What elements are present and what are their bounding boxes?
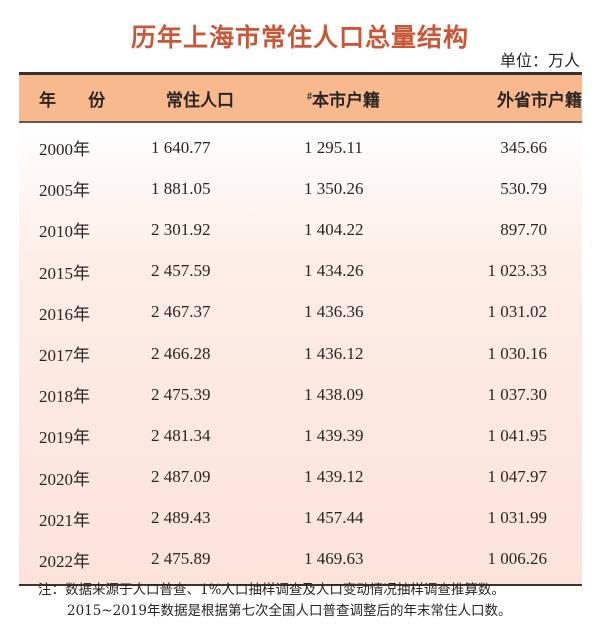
table-row: 2005年 1 881.05 1 350.26 530.79 [19,168,582,209]
cell-year: 2022年 [39,551,90,571]
cell-local: 1 436.36 [304,302,364,322]
table-row: 2000年 1 640.77 1 295.11 345.66 [19,127,582,168]
header-local: #本市户籍 [269,86,425,111]
cell-year: 2005年 [39,181,90,201]
header-nonlocal: 外省市户籍 [497,90,582,110]
table-body: 2000年 1 640.77 1 295.11 345.66 2005年 1 8… [19,123,582,585]
table-row: 2017年 2 466.28 1 436.12 1 030.16 [19,333,582,374]
cell-local: 1 439.39 [304,425,364,445]
cell-year: 2019年 [39,428,90,448]
cell-nonlocal: 1 023.33 [487,261,548,281]
table-row: 2020年 2 487.09 1 439.12 1 047.97 [19,457,582,498]
footnote-line-2: 2015~2019年数据是根据第七次全国人口普查调整后的年末常住人口数。 [67,603,512,619]
table-row: 2016年 2 467.37 1 436.36 1 031.02 [19,292,582,333]
cell-resident: 2 467.37 [151,302,211,322]
cell-nonlocal: 345.66 [500,137,547,157]
cell-nonlocal: 897.70 [500,219,547,239]
cell-local: 1 457.44 [304,508,364,528]
header-resident: 常住人口 [166,90,234,110]
cell-resident: 2 475.39 [151,384,211,404]
cell-year: 2020年 [39,469,90,489]
cell-resident: 2 487.09 [151,467,211,487]
table-row: 2010年 2 301.92 1 404.22 897.70 [19,209,582,250]
unit-label: 单位：万人 [499,53,580,70]
cell-nonlocal: 1 047.97 [487,467,548,487]
table-top-rule [19,72,582,75]
cell-year: 2010年 [39,222,90,242]
population-table: 年 份 常住人口 #本市户籍 外省市户籍 2000年 1 640.77 1 29… [19,72,582,587]
table-header: 年 份 常住人口 #本市户籍 外省市户籍 [19,75,582,123]
cell-resident: 2 466.28 [151,343,211,363]
cell-nonlocal: 1 031.99 [487,508,548,528]
table-row: 2015年 2 457.59 1 434.26 1 023.33 [19,251,582,292]
cell-nonlocal: 1 037.30 [487,384,548,404]
cell-nonlocal: 1 041.95 [487,425,548,445]
cell-year: 2015年 [39,263,90,283]
table-row: 2019年 2 481.34 1 439.39 1 041.95 [19,415,582,456]
cell-local: 1 404.22 [304,219,364,239]
cell-year: 2016年 [39,304,90,324]
cell-resident: 2 457.59 [151,261,211,281]
cell-local: 1 295.11 [304,137,363,157]
cell-resident: 2 481.34 [151,425,211,445]
cell-local: 1 350.26 [304,178,364,198]
cell-year: 2017年 [39,346,90,366]
cell-year: 2000年 [39,140,90,160]
table-bottom-rule [19,584,582,587]
cell-resident: 2 475.89 [151,549,211,569]
table-row: 2018年 2 475.39 1 438.09 1 037.30 [19,374,582,415]
header-local-label: 本市户籍 [312,90,380,110]
cell-local: 1 439.12 [304,467,364,487]
cell-resident: 1 881.05 [151,178,211,198]
cell-resident: 1 640.77 [151,137,211,157]
header-year: 年 份 [39,90,120,110]
cell-local: 1 436.12 [304,343,364,363]
cell-resident: 2 489.43 [151,508,211,528]
table-row: 2021年 2 489.43 1 457.44 1 031.99 [19,498,582,539]
page-title: 历年上海市常住人口总量结构 [130,23,469,52]
cell-local: 1 434.26 [304,261,364,281]
cell-year: 2018年 [39,387,90,407]
cell-local: 1 469.63 [304,549,364,569]
cell-nonlocal: 1 031.02 [487,302,548,322]
hash-marker: # [307,90,312,102]
footnote-line-1: 注：数据来源于人口普查、1%人口抽样调查及人口变动情况抽样调查推算数。 [38,582,505,598]
cell-nonlocal: 1 006.26 [487,549,548,569]
cell-year: 2021年 [39,510,90,530]
cell-nonlocal: 1 030.16 [487,343,548,363]
cell-resident: 2 301.92 [151,219,211,239]
cell-local: 1 438.09 [304,384,364,404]
cell-nonlocal: 530.79 [500,178,547,198]
table-row: 2022年 2 475.89 1 469.63 1 006.26 [19,539,582,580]
footnotes: 注：数据来源于人口普查、1%人口抽样调查及人口变动情况抽样调查推算数。 2015… [38,580,512,622]
